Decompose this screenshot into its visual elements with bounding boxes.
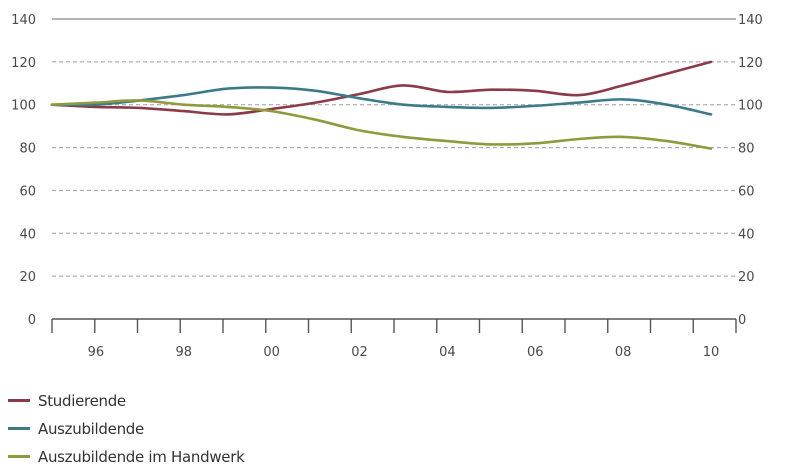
grid-lines bbox=[52, 18, 736, 277]
y-tick-label-right: 80 bbox=[738, 142, 755, 157]
legend-item-auszubildende-im-handwerk: Auszubildende im Handwerk bbox=[8, 444, 245, 469]
x-tick-label: 98 bbox=[176, 345, 193, 360]
y-tick-label-right: 20 bbox=[738, 270, 755, 285]
legend-label: Auszubildende bbox=[38, 419, 144, 438]
series-line-studierende bbox=[50, 60, 713, 116]
legend: Studierende Auszubildende Auszubildende … bbox=[8, 388, 245, 472]
y-tick-label-left: 100 bbox=[11, 99, 36, 114]
x-axis-labels: 96 98 00 02 04 06 08 10 bbox=[88, 345, 720, 360]
y-tick-label-left: 140 bbox=[11, 13, 36, 28]
series-line-auszubildende-im-handwerk bbox=[50, 99, 713, 150]
x-tick-label: 96 bbox=[88, 345, 105, 360]
y-tick-label-left: 60 bbox=[19, 184, 36, 199]
x-tick-label: 08 bbox=[615, 345, 632, 360]
y-tick-label-right: 60 bbox=[738, 184, 755, 199]
x-axis bbox=[51, 318, 737, 333]
y-tick-label-right: 120 bbox=[738, 56, 763, 71]
y-tick-label-left: 40 bbox=[19, 227, 36, 242]
y-tick-label-right: 100 bbox=[738, 99, 763, 114]
series-lines bbox=[50, 60, 713, 150]
legend-item-auszubildende: Auszubildende bbox=[8, 416, 245, 441]
legend-label: Auszubildende im Handwerk bbox=[38, 447, 245, 466]
legend-swatch-studierende bbox=[8, 399, 30, 402]
y-axis-left-labels: 0 20 40 60 80 100 120 140 bbox=[11, 13, 36, 328]
x-tick-label: 02 bbox=[351, 345, 368, 360]
y-tick-label-left: 0 bbox=[28, 313, 36, 328]
y-axis-right-labels: 0 20 40 60 80 100 120 140 bbox=[738, 13, 763, 328]
legend-item-studierende: Studierende bbox=[8, 388, 245, 413]
series-line-auszubildende bbox=[50, 86, 713, 116]
x-tick-label: 04 bbox=[439, 345, 456, 360]
y-tick-label-right: 40 bbox=[738, 227, 755, 242]
y-tick-label-left: 120 bbox=[11, 56, 36, 71]
legend-label: Studierende bbox=[38, 391, 126, 410]
x-tick-label: 10 bbox=[703, 345, 720, 360]
legend-swatch-handwerk bbox=[8, 455, 30, 458]
y-tick-label-left: 80 bbox=[19, 142, 36, 157]
y-tick-label-right: 140 bbox=[738, 13, 763, 28]
x-tick-label: 06 bbox=[527, 345, 544, 360]
y-tick-label-left: 20 bbox=[19, 270, 36, 285]
y-tick-label-right: 0 bbox=[738, 313, 746, 328]
x-tick-label: 00 bbox=[263, 345, 280, 360]
legend-swatch-auszubildende bbox=[8, 427, 30, 430]
